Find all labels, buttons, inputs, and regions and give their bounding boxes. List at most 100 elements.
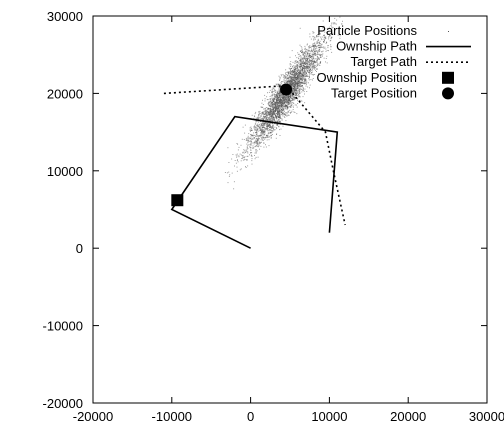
particle-point xyxy=(311,62,313,64)
particle-point xyxy=(317,49,319,51)
particle-point xyxy=(262,104,264,105)
particle-point xyxy=(278,108,280,110)
particle-point xyxy=(276,94,277,96)
particle-point xyxy=(271,123,273,125)
particle-point xyxy=(272,129,274,131)
particle-point xyxy=(330,28,332,30)
particle-point xyxy=(296,83,297,85)
particle-point xyxy=(247,165,249,167)
particle-point xyxy=(284,102,285,103)
particle-point xyxy=(259,127,260,129)
particle-point xyxy=(301,100,303,102)
particle-point xyxy=(288,94,290,96)
particle-point xyxy=(280,106,282,108)
particle-point xyxy=(297,100,299,102)
particle-point xyxy=(276,84,278,86)
particle-point xyxy=(284,108,286,110)
particle-point xyxy=(247,140,249,142)
particle-point xyxy=(272,130,274,132)
particle-point xyxy=(280,93,282,95)
particle-point xyxy=(297,82,299,84)
particle-point xyxy=(310,38,312,40)
particle-point xyxy=(307,57,309,59)
particle-point xyxy=(274,98,276,100)
particle-point xyxy=(271,88,273,90)
particle-point xyxy=(264,116,266,118)
particle-point xyxy=(263,123,265,125)
particle-point xyxy=(285,102,287,104)
particle-point xyxy=(291,105,292,107)
particle-point xyxy=(256,139,258,141)
particle-point xyxy=(336,19,338,21)
particle-point xyxy=(243,149,245,151)
particle-point xyxy=(293,99,295,101)
particle-point xyxy=(323,34,325,36)
particle-positions-layer xyxy=(224,16,343,190)
particle-point xyxy=(303,57,305,59)
particle-point xyxy=(267,92,268,94)
particle-point xyxy=(284,75,286,77)
particle-point xyxy=(254,141,256,143)
particle-point xyxy=(291,110,293,112)
particle-point xyxy=(306,67,308,69)
particle-point xyxy=(298,66,300,68)
particle-point xyxy=(300,57,302,59)
particle-point xyxy=(276,104,278,106)
particle-point xyxy=(289,71,291,73)
particle-point xyxy=(250,134,252,135)
particle-point xyxy=(269,105,270,107)
particle-point xyxy=(309,55,311,57)
particle-point xyxy=(249,127,251,129)
particle-point xyxy=(301,91,303,93)
particle-point xyxy=(294,95,296,97)
particle-point xyxy=(317,45,319,47)
particle-point xyxy=(302,63,304,65)
particle-point xyxy=(270,132,272,134)
particle-point xyxy=(271,111,273,113)
legend-circle-symbol xyxy=(442,87,454,100)
particle-point xyxy=(297,69,299,71)
particle-point xyxy=(306,49,308,50)
particle-point xyxy=(304,58,306,60)
particle-point xyxy=(324,35,325,37)
particle-point xyxy=(253,147,255,149)
particle-point xyxy=(292,79,294,81)
particle-point xyxy=(242,126,244,128)
particle-point xyxy=(249,146,251,148)
particle-point xyxy=(331,33,333,35)
particle-point xyxy=(295,90,296,92)
particle-point xyxy=(297,77,298,79)
particle-point xyxy=(307,56,309,58)
particle-point xyxy=(316,47,318,49)
particle-point xyxy=(331,30,333,32)
particle-point xyxy=(294,86,296,88)
particle-point xyxy=(267,132,269,134)
particle-point xyxy=(261,141,262,143)
particle-point xyxy=(296,89,298,91)
particle-point xyxy=(308,63,310,65)
particle-point xyxy=(258,138,260,140)
particle-point xyxy=(259,124,261,126)
particle-point xyxy=(296,86,298,88)
particle-point xyxy=(279,121,281,123)
particle-point xyxy=(285,108,287,110)
particle-point xyxy=(246,139,248,141)
particle-point xyxy=(276,95,278,97)
particle-point xyxy=(302,86,304,88)
particle-point xyxy=(290,73,292,75)
particle-point xyxy=(294,73,296,75)
particle-point xyxy=(293,111,295,113)
particle-point xyxy=(291,85,293,87)
particle-point xyxy=(286,115,288,117)
particle-point xyxy=(334,23,336,25)
particle-point xyxy=(293,75,295,76)
particle-point xyxy=(266,119,268,121)
particle-point xyxy=(289,95,291,97)
particle-point xyxy=(247,151,249,153)
particle-point xyxy=(292,99,294,101)
particle-point xyxy=(301,82,303,84)
particle-point xyxy=(290,106,292,108)
particle-point xyxy=(297,76,299,78)
particle-point xyxy=(288,71,290,73)
particle-point xyxy=(294,69,296,71)
